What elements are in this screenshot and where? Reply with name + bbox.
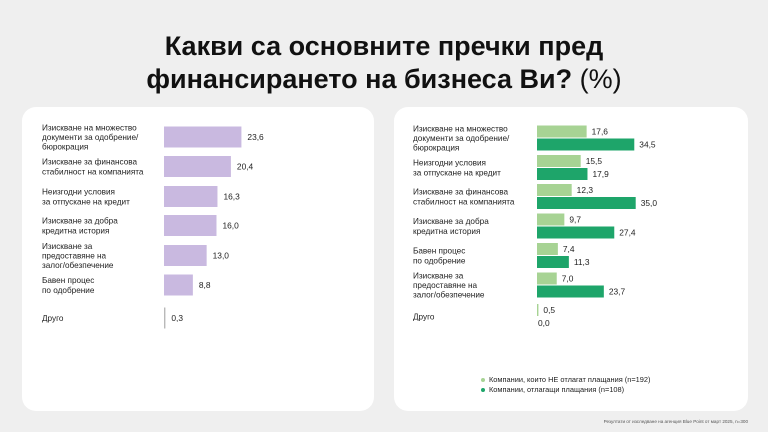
bar-series-2 — [537, 285, 604, 298]
bar-series-1 — [537, 155, 581, 167]
bar-series-1 — [537, 272, 557, 285]
value-label-series-1: 9,7 — [569, 215, 581, 225]
title-line-1: Какви са основните пречки пред — [164, 31, 604, 61]
bar — [164, 156, 231, 177]
value-label: 16,3 — [223, 192, 240, 202]
value-label-series-1: 7,0 — [562, 274, 574, 284]
value-label-series-2: 35,0 — [641, 198, 658, 208]
category-label: Изискване на множество документи за одобр… — [42, 123, 139, 151]
category-label: Изискване на множество документи за одобр… — [413, 124, 510, 152]
category-label: Бавен процес по одобрение — [42, 276, 95, 295]
bar — [164, 274, 193, 296]
category-label: Изискване за предоставяне на залог/обезпеч… — [413, 271, 485, 299]
value-label-series-2: 34,5 — [639, 140, 656, 150]
value-label: 20,4 — [237, 162, 254, 172]
value-label-series-1: 0,5 — [543, 305, 555, 315]
bar-series-2 — [537, 138, 635, 151]
category-label: Друго — [42, 314, 64, 323]
legend-marker-series-1 — [481, 378, 485, 382]
category-label: Изискване за добра кредитна история — [42, 217, 118, 236]
category-label: Изискване за предоставяне на залог/обезпеч… — [42, 242, 114, 270]
value-label: 0,3 — [171, 313, 183, 323]
bar — [164, 126, 242, 148]
legend-item-series-1: Компании, които НЕ отлагат плащания (n=1… — [481, 375, 650, 385]
bar-series-2 — [537, 197, 636, 209]
bar — [164, 307, 166, 329]
value-label-series-2: 23,7 — [609, 287, 626, 297]
bar-series-1 — [537, 304, 539, 316]
legend-label-series-2: Компании, отлагащи плащания (n=108) — [489, 385, 625, 394]
value-label: 16,0 — [222, 221, 239, 231]
bar — [164, 186, 218, 207]
legend-label-series-1: Компании, които НЕ отлагат плащания (n=1… — [489, 375, 651, 384]
bar — [164, 245, 207, 266]
value-label-series-2: 0,0 — [538, 318, 550, 328]
category-label: Изискване за добра кредитна история — [413, 217, 489, 236]
value-label: 23,6 — [247, 132, 264, 142]
value-label-series-1: 7,4 — [563, 244, 575, 254]
category-label: Изискване за финансова стабилност на комп… — [413, 188, 515, 207]
footnote: Резултати от изследване на агенция Blue … — [603, 419, 748, 424]
category-label: Друго — [413, 313, 435, 322]
value-label-series-1: 12,3 — [577, 185, 594, 195]
legend-marker-series-2 — [481, 388, 485, 392]
bar-series-2 — [537, 226, 615, 239]
bar-series-2 — [537, 168, 588, 180]
value-label-series-2: 27,4 — [619, 228, 636, 238]
title-line-2: финансирането на бизнеса Ви? (%) — [0, 63, 768, 96]
value-label-series-1: 17,6 — [592, 127, 609, 137]
right-chart-panel: Изискване на множество документи за одобр… — [394, 107, 748, 411]
category-label: Бавен процес по одобрение — [413, 247, 466, 266]
value-label-series-2: 17,9 — [592, 169, 609, 179]
value-label: 8,8 — [199, 280, 211, 290]
value-label: 13,0 — [213, 251, 230, 261]
page-title: Какви са основните пречки пред финансира… — [0, 30, 768, 96]
title-unit: (%) — [579, 64, 622, 94]
left-chart-panel: Изискване на множество документи за одобр… — [22, 107, 374, 411]
chart-legend: Компании, които НЕ отлагат плащания (n=1… — [481, 375, 650, 395]
bar-series-1 — [537, 213, 565, 226]
legend-item-series-2: Компании, отлагащи плащания (n=108) — [481, 385, 650, 395]
value-label-series-2: 11,3 — [574, 257, 590, 267]
category-label: Неизгодни условия за отпускане на кредит — [413, 159, 501, 178]
bar-series-1 — [537, 243, 558, 255]
bar-series-1 — [537, 125, 587, 138]
bar — [164, 215, 217, 236]
value-label-series-1: 15,5 — [586, 156, 603, 166]
bar-series-1 — [537, 184, 572, 196]
left-chart: Изискване на множество документи за одобр… — [42, 123, 264, 329]
category-label: Изискване за финансова стабилност на комп… — [42, 158, 144, 177]
right-chart: Изискване на множество документи за одобр… — [413, 124, 658, 328]
bar-series-2 — [537, 256, 569, 268]
category-label: Неизгодни условия за отпускане на кредит — [42, 188, 130, 207]
title-line-2-text: финансирането на бизнеса Ви? — [146, 64, 573, 94]
